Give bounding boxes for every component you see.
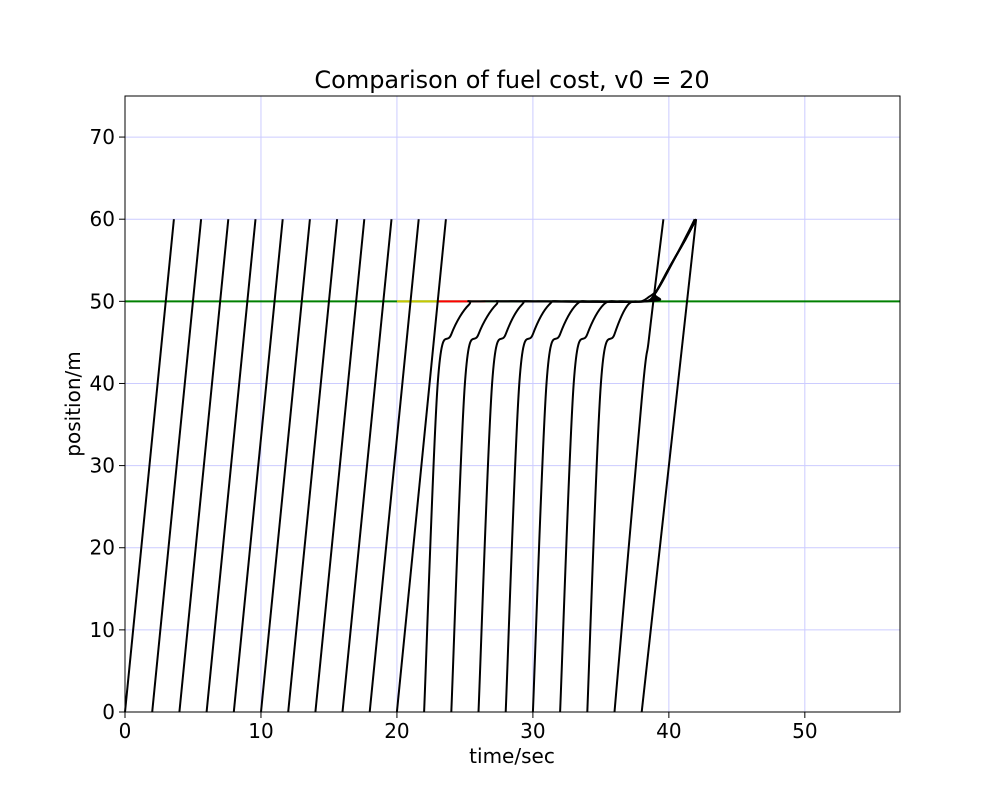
trajectory-line-2 — [151, 219, 203, 713]
x-tick-label: 40 — [656, 719, 681, 743]
trajectory-line-3 — [178, 219, 230, 713]
x-tick-label: 0 — [119, 719, 132, 743]
trajectory-line-4 — [205, 219, 257, 713]
y-axis-label: position/m — [61, 351, 85, 456]
trajectories — [124, 218, 698, 713]
chart-title: Comparison of fuel cost, v0 = 20 — [314, 66, 709, 94]
trajectory-line-11 — [395, 219, 447, 713]
y-tick-label: 0 — [102, 700, 115, 724]
trajectory-line-5 — [232, 219, 284, 713]
y-axis-ticks: 0 10 20 30 40 50 60 70 — [90, 125, 125, 724]
x-tick-label: 10 — [248, 719, 273, 743]
trajectory-line-9 — [341, 219, 393, 713]
trajectory-line-18 — [586, 218, 696, 713]
y-tick-label: 40 — [90, 371, 115, 395]
y-tick-label: 30 — [90, 454, 115, 478]
trajectory-line-7 — [287, 219, 339, 713]
trajectory-line-19 — [613, 219, 665, 713]
y-tick-label: 20 — [90, 536, 115, 560]
x-tick-label: 50 — [792, 719, 817, 743]
trajectory-line-10 — [368, 219, 420, 713]
trajectory-line-8 — [314, 219, 366, 713]
trajectory-line-1 — [124, 219, 175, 713]
y-tick-label: 50 — [90, 289, 115, 313]
trajectory-line-6 — [260, 219, 311, 713]
x-tick-label: 20 — [384, 719, 409, 743]
trajectory-line-20 — [640, 219, 698, 713]
y-tick-label: 70 — [90, 125, 115, 149]
y-tick-label: 10 — [90, 618, 115, 642]
x-axis-label: time/sec — [469, 744, 555, 768]
y-tick-label: 60 — [90, 207, 115, 231]
x-tick-label: 30 — [520, 719, 545, 743]
plot-area-border — [124, 95, 901, 713]
x-axis-ticks: 0 10 20 30 40 50 — [119, 712, 818, 743]
